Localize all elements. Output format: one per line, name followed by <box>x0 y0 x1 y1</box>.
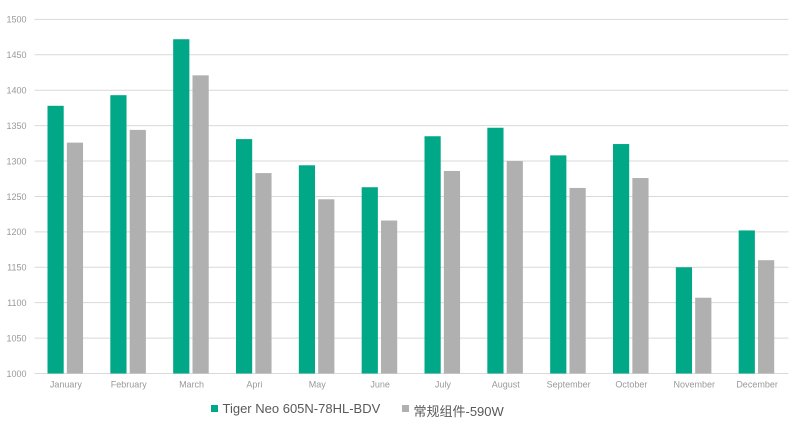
svg-text:September: September <box>547 380 591 390</box>
svg-text:1350: 1350 <box>6 121 26 131</box>
svg-text:1300: 1300 <box>6 156 26 166</box>
svg-text:December: December <box>736 380 778 390</box>
svg-text:July: July <box>435 380 452 390</box>
svg-text:October: October <box>615 380 647 390</box>
svg-text:1000: 1000 <box>6 369 26 379</box>
svg-text:1450: 1450 <box>6 50 26 60</box>
svg-text:February: February <box>111 380 148 390</box>
svg-text:1400: 1400 <box>6 86 26 96</box>
svg-text:June: June <box>370 380 390 390</box>
svg-text:1200: 1200 <box>6 227 26 237</box>
svg-text:1150: 1150 <box>7 263 26 273</box>
svg-text:March: March <box>179 380 204 390</box>
svg-text:1250: 1250 <box>6 192 26 202</box>
svg-text:January: January <box>50 380 83 390</box>
svg-text:Apri: Apri <box>246 380 262 390</box>
svg-text:November: November <box>673 380 715 390</box>
svg-text:1050: 1050 <box>6 333 26 343</box>
svg-text:August: August <box>492 380 521 390</box>
svg-text:May: May <box>309 380 327 390</box>
svg-text:1100: 1100 <box>7 298 26 308</box>
svg-text:1500: 1500 <box>6 15 26 25</box>
